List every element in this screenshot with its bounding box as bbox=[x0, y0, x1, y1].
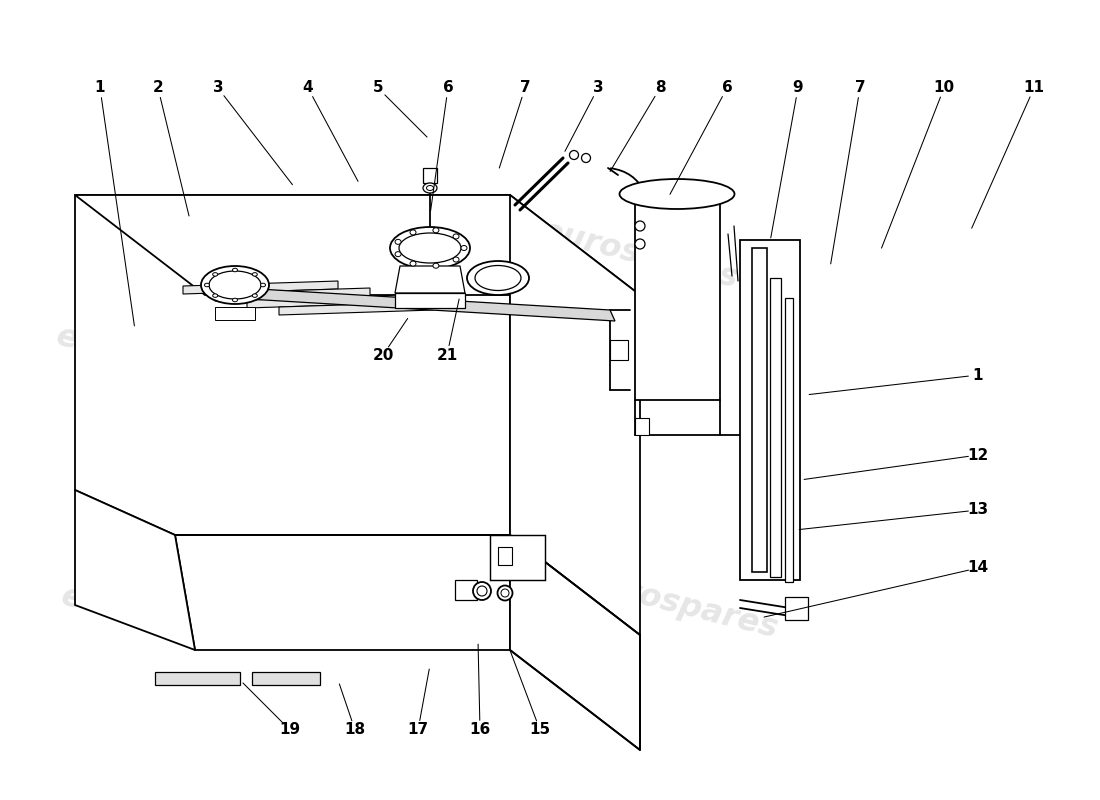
Text: 5: 5 bbox=[373, 81, 383, 95]
Ellipse shape bbox=[433, 263, 439, 268]
Ellipse shape bbox=[461, 246, 468, 250]
Polygon shape bbox=[510, 195, 640, 635]
Text: 8: 8 bbox=[654, 81, 666, 95]
Text: 6: 6 bbox=[722, 81, 733, 95]
Polygon shape bbox=[770, 278, 781, 577]
Ellipse shape bbox=[395, 252, 402, 257]
Text: eurospares: eurospares bbox=[538, 215, 741, 294]
Ellipse shape bbox=[427, 186, 433, 190]
Text: 18: 18 bbox=[344, 722, 365, 738]
Text: 13: 13 bbox=[967, 502, 989, 518]
Ellipse shape bbox=[477, 586, 487, 596]
Polygon shape bbox=[785, 597, 808, 620]
Polygon shape bbox=[740, 240, 800, 580]
Ellipse shape bbox=[399, 233, 461, 263]
Ellipse shape bbox=[635, 239, 645, 249]
Ellipse shape bbox=[390, 227, 470, 269]
Ellipse shape bbox=[252, 294, 257, 298]
Ellipse shape bbox=[424, 183, 437, 193]
Text: eurospares: eurospares bbox=[58, 581, 262, 659]
Ellipse shape bbox=[635, 221, 645, 231]
Polygon shape bbox=[510, 535, 640, 750]
Ellipse shape bbox=[475, 266, 521, 290]
Ellipse shape bbox=[209, 271, 261, 299]
Text: 4: 4 bbox=[302, 81, 313, 95]
Polygon shape bbox=[252, 672, 320, 685]
Polygon shape bbox=[395, 293, 465, 308]
Ellipse shape bbox=[201, 266, 270, 304]
Text: 2: 2 bbox=[153, 81, 164, 95]
Polygon shape bbox=[75, 195, 640, 295]
Polygon shape bbox=[490, 535, 544, 580]
Polygon shape bbox=[752, 248, 767, 572]
Polygon shape bbox=[214, 307, 255, 320]
Polygon shape bbox=[635, 196, 720, 400]
Text: 20: 20 bbox=[372, 347, 394, 362]
Polygon shape bbox=[75, 195, 510, 535]
Ellipse shape bbox=[468, 261, 529, 295]
Text: 7: 7 bbox=[519, 81, 530, 95]
Polygon shape bbox=[248, 295, 402, 308]
Polygon shape bbox=[455, 580, 477, 600]
Text: eurospares: eurospares bbox=[53, 321, 257, 399]
Ellipse shape bbox=[433, 228, 439, 233]
Ellipse shape bbox=[205, 283, 209, 286]
Ellipse shape bbox=[453, 257, 459, 262]
Ellipse shape bbox=[500, 589, 509, 597]
Text: 10: 10 bbox=[934, 81, 955, 95]
Text: 1: 1 bbox=[95, 81, 106, 95]
Ellipse shape bbox=[497, 586, 513, 601]
Text: 3: 3 bbox=[593, 81, 603, 95]
Text: eurospares: eurospares bbox=[579, 566, 782, 645]
Text: 21: 21 bbox=[437, 347, 458, 362]
Polygon shape bbox=[214, 288, 370, 301]
Ellipse shape bbox=[619, 179, 735, 209]
Polygon shape bbox=[183, 281, 338, 294]
Polygon shape bbox=[395, 266, 465, 293]
Polygon shape bbox=[635, 418, 649, 435]
Polygon shape bbox=[226, 287, 615, 321]
Polygon shape bbox=[785, 298, 793, 582]
Text: 9: 9 bbox=[793, 81, 803, 95]
Ellipse shape bbox=[232, 298, 238, 302]
Ellipse shape bbox=[582, 154, 591, 162]
Text: 17: 17 bbox=[407, 722, 429, 738]
Text: 19: 19 bbox=[279, 722, 300, 738]
Text: 14: 14 bbox=[967, 561, 989, 575]
Ellipse shape bbox=[252, 273, 257, 276]
Ellipse shape bbox=[410, 230, 416, 235]
Text: 12: 12 bbox=[967, 447, 989, 462]
Polygon shape bbox=[498, 547, 512, 565]
Ellipse shape bbox=[473, 582, 491, 600]
Polygon shape bbox=[175, 535, 510, 650]
Text: 1: 1 bbox=[972, 367, 983, 382]
Ellipse shape bbox=[395, 239, 402, 244]
Text: 16: 16 bbox=[470, 722, 491, 738]
Ellipse shape bbox=[232, 268, 238, 272]
Text: 3: 3 bbox=[212, 81, 223, 95]
Polygon shape bbox=[424, 168, 437, 183]
Text: 6: 6 bbox=[442, 81, 453, 95]
Text: 15: 15 bbox=[529, 722, 551, 738]
Polygon shape bbox=[279, 302, 434, 315]
Polygon shape bbox=[75, 490, 195, 650]
Ellipse shape bbox=[453, 234, 459, 239]
Ellipse shape bbox=[212, 273, 218, 276]
Text: 7: 7 bbox=[855, 81, 866, 95]
Ellipse shape bbox=[212, 294, 218, 298]
Polygon shape bbox=[610, 340, 628, 360]
Ellipse shape bbox=[570, 150, 579, 159]
Text: 11: 11 bbox=[1023, 81, 1045, 95]
Polygon shape bbox=[155, 672, 240, 685]
Ellipse shape bbox=[410, 261, 416, 266]
Ellipse shape bbox=[261, 283, 265, 286]
